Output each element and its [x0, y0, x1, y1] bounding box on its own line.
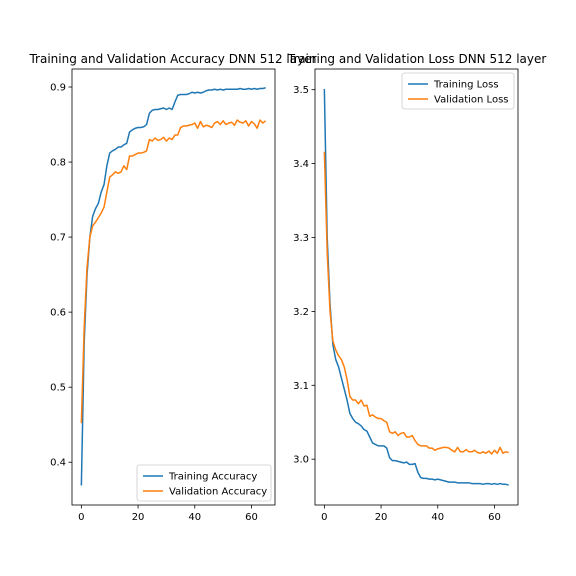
loss-legend-box — [401, 72, 515, 110]
accuracy-legend-entry: Training Accuracy — [168, 472, 257, 483]
accuracy-chart-title: Training and Validation Accuracy DNN 512… — [28, 52, 316, 66]
accuracy-legend-box — [136, 464, 272, 502]
accuracy-x-tick-label: 20 — [132, 512, 145, 523]
loss-x-tick-label: 20 — [375, 512, 388, 523]
loss-legend-entry: Validation Loss — [434, 95, 509, 106]
accuracy-series-line-training — [80, 87, 266, 486]
accuracy-series-line-validation — [80, 119, 267, 424]
accuracy-axis-ticks: 0 20 40 60 0.4 0.5 0.6 0.7 0.8 0.9 — [50, 83, 258, 523]
loss-x-tick-label: 0 — [321, 512, 327, 523]
accuracy-legend-entry: Validation Accuracy — [169, 487, 267, 498]
loss-series-line-training — [323, 88, 509, 486]
loss-y-tick-label: 3.5 — [293, 85, 309, 96]
loss-x-tick-label: 40 — [431, 512, 444, 523]
loss-series-lines — [323, 88, 509, 486]
loss-legend: Training Loss Validation Loss — [401, 72, 515, 110]
accuracy-y-tick-label: 0.4 — [50, 458, 66, 469]
accuracy-panel: Training and Validation Accuracy DNN 512… — [28, 52, 316, 523]
loss-panel: Training and Validation Loss DNN 512 lay… — [287, 52, 547, 523]
accuracy-y-tick-label: 0.8 — [50, 158, 66, 169]
accuracy-y-tick-label: 0.7 — [50, 233, 66, 244]
accuracy-plot-frame — [71, 68, 276, 506]
accuracy-y-tick-label: 0.6 — [50, 308, 66, 319]
accuracy-y-tick-label: 0.5 — [50, 383, 66, 394]
loss-plot-frame — [314, 68, 519, 506]
loss-y-tick-label: 3.3 — [293, 233, 309, 244]
loss-y-tick-label: 3.1 — [293, 381, 309, 392]
accuracy-y-tick-label: 0.9 — [50, 83, 66, 94]
accuracy-x-tick-label: 40 — [188, 512, 201, 523]
loss-y-tick-label: 3.2 — [293, 307, 309, 318]
accuracy-x-tick-label: 60 — [245, 512, 258, 523]
loss-y-tick-label: 3.0 — [293, 455, 309, 466]
loss-axis-ticks: 0 20 40 60 3.0 3.1 3.2 3.3 3.4 3.5 — [293, 85, 501, 523]
loss-legend-entry: Training Loss — [433, 80, 499, 91]
accuracy-series-lines — [80, 87, 267, 486]
loss-series-line-validation — [323, 151, 509, 455]
loss-x-tick-label: 60 — [488, 512, 501, 523]
loss-chart-title: Training and Validation Loss DNN 512 lay… — [287, 52, 547, 66]
accuracy-legend: Training Accuracy Validation Accuracy — [136, 464, 272, 502]
accuracy-x-tick-label: 0 — [78, 512, 84, 523]
loss-y-tick-label: 3.4 — [293, 159, 309, 170]
